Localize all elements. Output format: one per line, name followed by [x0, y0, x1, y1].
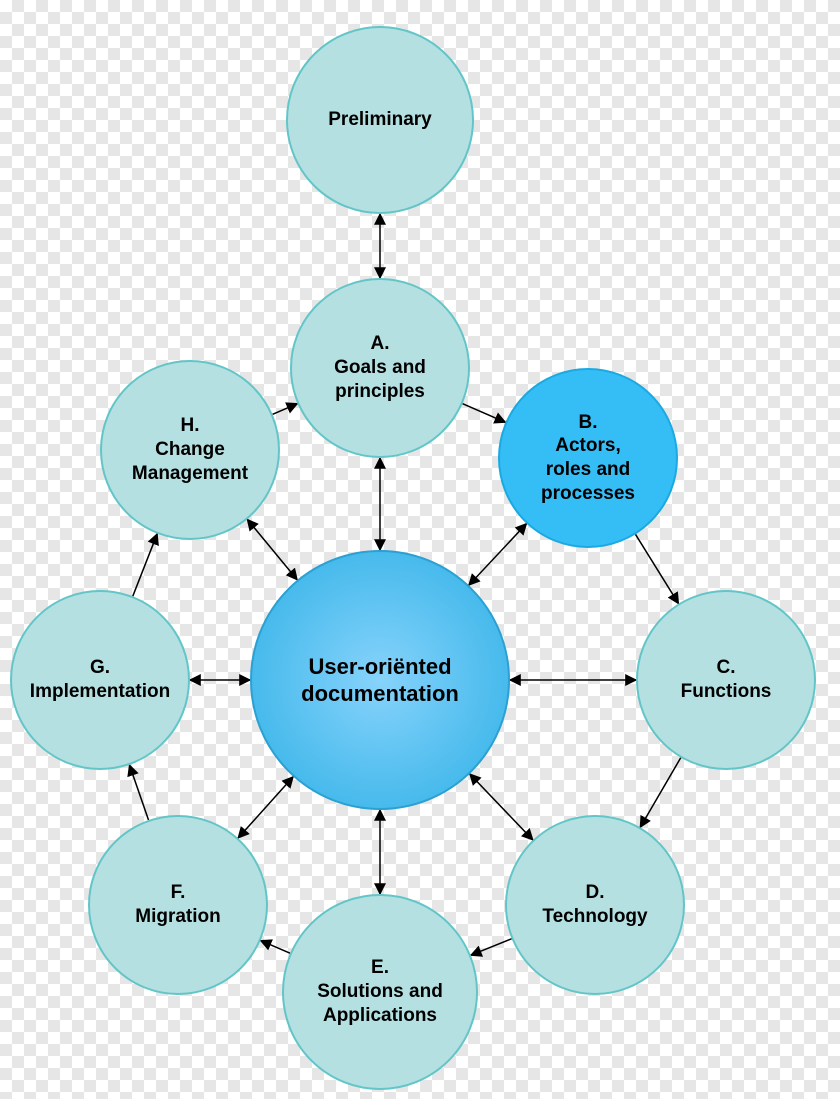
node-center: User-oriënteddocumentation	[250, 550, 510, 810]
node-preliminary: Preliminary	[286, 26, 474, 214]
node-label-preliminary: Preliminary	[288, 108, 472, 132]
edge-e-f	[261, 941, 290, 954]
node-label-a: A.Goals andprinciples	[292, 332, 468, 403]
node-label-d: D.Technology	[507, 881, 683, 929]
edge-f-center	[238, 777, 293, 838]
edge-b-center	[469, 524, 527, 585]
node-label-f: F.Migration	[90, 881, 266, 929]
node-h: H.ChangeManagement	[100, 360, 280, 540]
edge-d-e	[471, 939, 512, 955]
node-b: B.Actors,roles andprocesses	[498, 368, 678, 548]
edge-c-d	[640, 758, 680, 827]
node-label-e: E.Solutions andApplications	[284, 956, 476, 1027]
node-d: D.Technology	[505, 815, 685, 995]
edge-b-c	[636, 534, 679, 603]
node-label-center: User-oriënteddocumentation	[252, 653, 508, 708]
node-label-b: B.Actors,roles andprocesses	[500, 411, 676, 506]
node-e: E.Solutions andApplications	[282, 894, 478, 1090]
node-label-c: C.Functions	[638, 656, 814, 704]
edge-g-h	[133, 534, 157, 596]
edge-a-b	[463, 404, 506, 423]
edge-f-g	[129, 765, 148, 820]
node-f: F.Migration	[88, 815, 268, 995]
edge-h-center	[247, 519, 297, 579]
node-label-g: G.Implementation	[12, 656, 188, 704]
diagram-canvas: { "diagram": { "type": "network", "canva…	[0, 0, 840, 1099]
edge-h-a	[273, 404, 298, 415]
node-a: A.Goals andprinciples	[290, 278, 470, 458]
node-g: G.Implementation	[10, 590, 190, 770]
node-label-h: H.ChangeManagement	[102, 414, 278, 485]
edge-d-center	[470, 774, 533, 840]
node-c: C.Functions	[636, 590, 816, 770]
